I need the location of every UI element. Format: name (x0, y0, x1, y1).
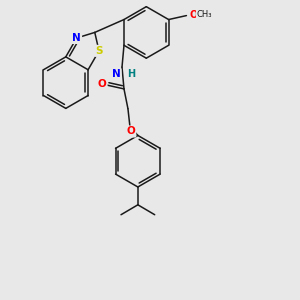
Text: S: S (95, 46, 103, 56)
Text: O: O (98, 79, 106, 89)
Text: O: O (189, 10, 198, 20)
Text: N: N (72, 33, 81, 43)
Text: CH₃: CH₃ (196, 10, 212, 19)
Text: H: H (127, 69, 135, 79)
Text: N: N (112, 69, 121, 79)
Text: O: O (127, 127, 135, 136)
